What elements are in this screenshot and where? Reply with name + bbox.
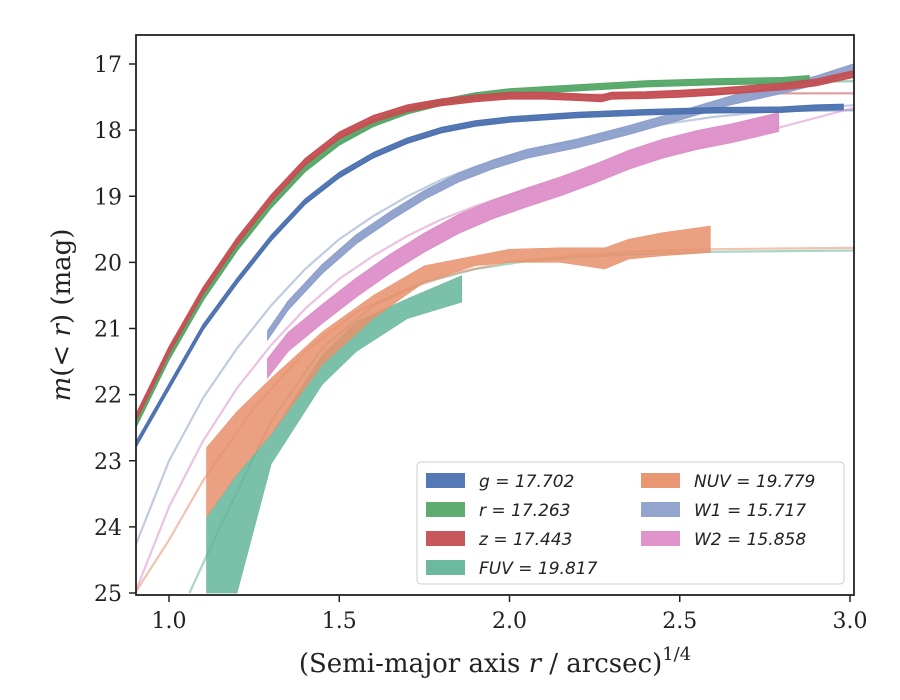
legend-swatch: [426, 531, 465, 546]
y-axis-label: m(< r) (mag): [47, 229, 77, 402]
legend-swatch: [426, 473, 465, 488]
y-tick-label: 20: [94, 251, 122, 276]
profile-band: [136, 103, 844, 449]
x-tick-label: 2.5: [662, 609, 697, 634]
legend-swatch: [641, 473, 680, 488]
profile-band: [267, 112, 780, 380]
profile-band: [136, 70, 854, 423]
profile-band: [267, 63, 854, 342]
plot-frame: [135, 34, 855, 596]
y-tick-label: 19: [94, 185, 122, 210]
x-tick-label: 2.0: [492, 609, 527, 634]
legend-entry-label: FUV = 19.817: [479, 559, 598, 579]
x-tick-label: 3.0: [833, 609, 868, 634]
legend-entry-label: r = 17.263: [479, 501, 571, 521]
legend-swatch: [426, 502, 465, 517]
profile-band: [206, 225, 711, 518]
y-tick-label: 22: [94, 384, 122, 409]
legend-box: [416, 461, 845, 585]
x-tick-label: 1.5: [322, 609, 357, 634]
legend-entry-label: g = 17.702: [479, 472, 574, 492]
legend-swatch: [426, 560, 465, 575]
y-tick-label: 18: [94, 119, 122, 144]
x-tick-label: 1.0: [152, 609, 187, 634]
legend-entry-label: NUV = 19.779: [694, 472, 815, 492]
profile-bands: [136, 63, 854, 594]
legend: g = 17.702 r = 17.263 z = 17.443 FUV = 19.8…: [416, 461, 845, 585]
y-tick-label: 24: [94, 516, 122, 541]
y-tick-label: 21: [94, 318, 122, 343]
legend-swatch: [641, 502, 680, 517]
y-tick-label: 25: [94, 582, 122, 607]
x-axis-label: (Semi-major axis r / arcsec)1/4: [299, 644, 691, 679]
legend-swatch: [641, 531, 680, 546]
legend-entry-label: W2 = 15.858: [694, 530, 806, 550]
legend-entry-label: z = 17.443: [478, 530, 572, 550]
y-tick-label: 23: [94, 450, 122, 475]
x-axis-ticks: 1.0 1.5 2.0 2.5 3.0: [152, 595, 868, 634]
y-tick-label: 17: [94, 53, 122, 78]
y-axis-ticks: 17 18 19 20 21 22 23 24 25: [94, 53, 136, 607]
legend-entry-label: W1 = 15.717: [694, 501, 806, 521]
